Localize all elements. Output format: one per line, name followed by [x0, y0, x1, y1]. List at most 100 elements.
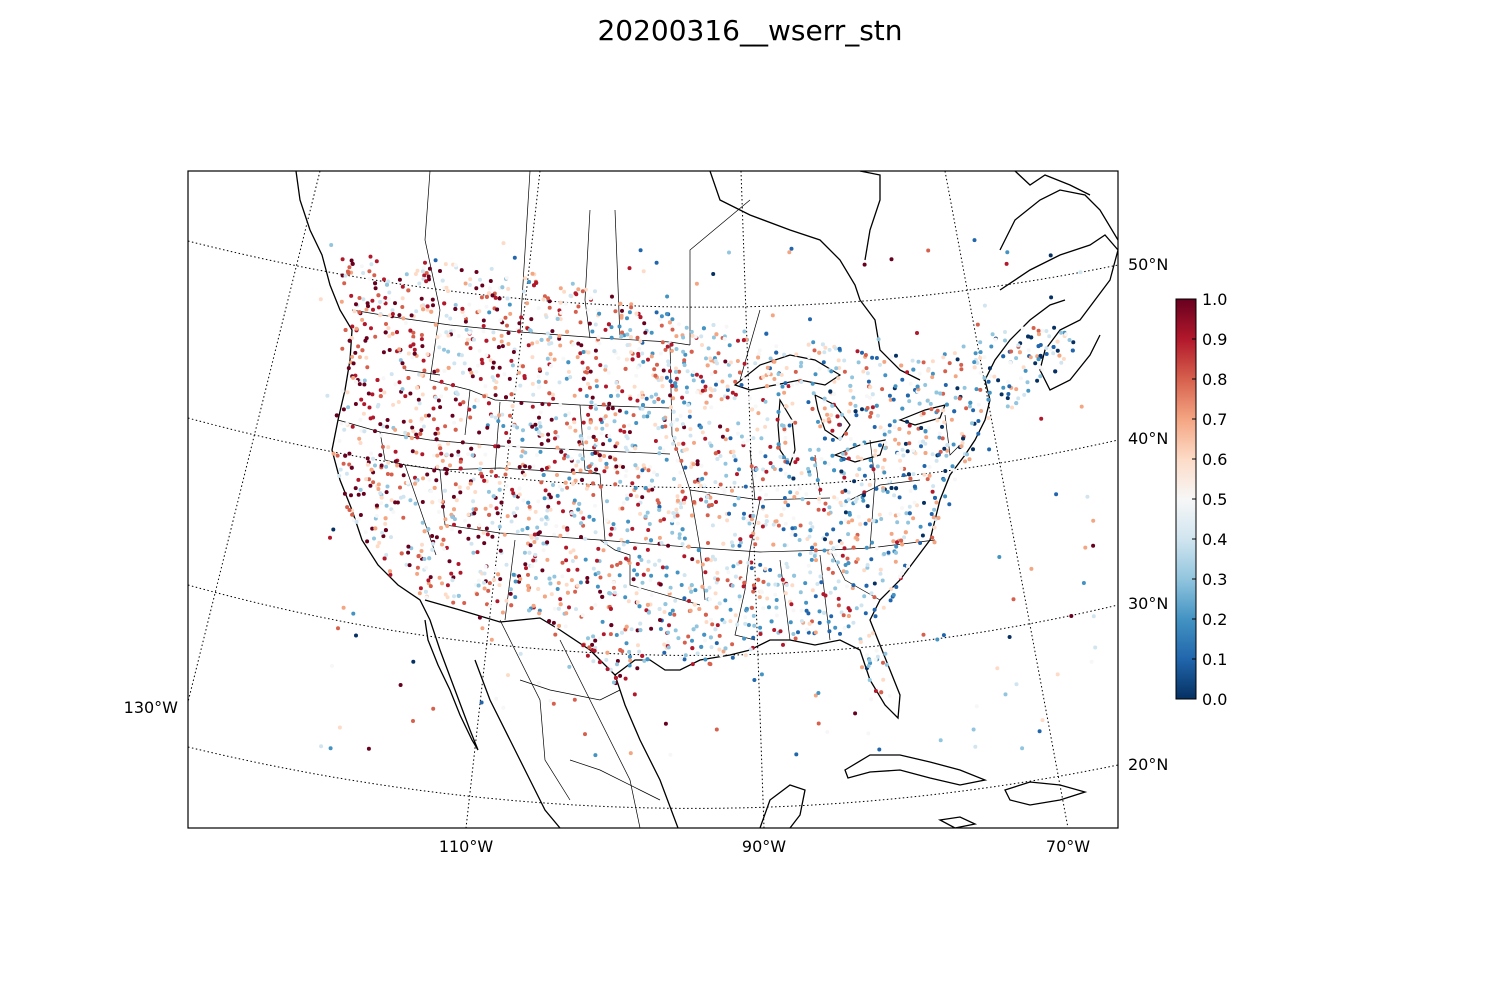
station-point [850, 586, 855, 591]
station-point [357, 382, 362, 387]
station-point [853, 403, 858, 408]
station-point [350, 512, 355, 517]
station-point [724, 324, 729, 329]
station-point [536, 681, 541, 685]
station-point [741, 338, 746, 343]
station-point [354, 633, 358, 638]
station-point [646, 559, 651, 564]
station-point [772, 628, 777, 632]
station-point [452, 361, 457, 366]
station-point [715, 570, 720, 575]
station-point [941, 408, 946, 413]
station-point [346, 366, 351, 371]
station-point [427, 277, 431, 282]
station-point [821, 418, 826, 423]
station-point [517, 492, 522, 497]
station-point [360, 317, 365, 322]
station-point [633, 486, 638, 490]
station-point [474, 369, 479, 374]
station-point [387, 290, 392, 295]
station-point [557, 334, 562, 338]
station-point [538, 424, 543, 429]
station-point [568, 375, 573, 380]
station-point [713, 370, 718, 374]
station-point [885, 490, 890, 494]
station-point [757, 496, 762, 501]
station-point [683, 352, 688, 357]
station-point [623, 595, 628, 600]
station-point [705, 513, 710, 518]
station-point [704, 356, 708, 361]
station-point [640, 390, 645, 395]
station-point [732, 480, 737, 485]
station-point [659, 351, 663, 356]
station-point [862, 594, 867, 599]
station-point [1028, 355, 1033, 360]
station-point [704, 499, 709, 504]
station-point [484, 304, 489, 309]
station-point [1014, 356, 1019, 361]
station-point [402, 365, 407, 370]
station-point [790, 401, 795, 406]
station-point [590, 642, 595, 647]
station-point [593, 403, 598, 408]
station-point [625, 316, 629, 321]
station-point [390, 312, 395, 316]
station-point [943, 369, 948, 374]
station-point [650, 478, 654, 483]
station-point [836, 376, 841, 381]
station-point [725, 428, 730, 432]
station-point [564, 611, 569, 616]
station-point [1037, 332, 1041, 337]
lon-label-90w: 90°W [742, 837, 786, 856]
station-point [381, 350, 386, 355]
station-point [730, 390, 735, 395]
station-point [810, 588, 815, 593]
station-point [462, 314, 467, 318]
station-point [1022, 392, 1027, 397]
station-point [421, 358, 426, 363]
station-point [508, 413, 512, 418]
station-point [368, 483, 373, 488]
station-point [783, 521, 788, 526]
station-point [690, 333, 695, 338]
station-point [444, 285, 449, 290]
station-point [568, 293, 573, 298]
station-point [776, 442, 781, 447]
station-point [581, 420, 586, 425]
station-point [1023, 368, 1028, 373]
station-point [511, 491, 516, 496]
station-point [517, 465, 522, 469]
station-point [487, 581, 492, 586]
station-point [989, 344, 994, 349]
station-point [563, 480, 568, 485]
station-point [944, 402, 949, 407]
station-point [487, 604, 492, 609]
station-point [666, 640, 671, 645]
station-point [353, 486, 358, 491]
station-point [813, 542, 818, 547]
station-point [658, 317, 662, 322]
station-point [653, 373, 658, 378]
station-point [737, 594, 742, 599]
station-point [1036, 328, 1041, 333]
station-point [782, 543, 787, 548]
station-point [607, 438, 612, 443]
station-point [860, 350, 864, 355]
station-point [359, 264, 364, 269]
station-point [456, 334, 461, 338]
station-point [470, 374, 475, 379]
station-point [736, 496, 741, 501]
station-point [389, 372, 394, 377]
station-point [596, 570, 601, 575]
station-point [686, 544, 691, 549]
station-point [690, 513, 694, 518]
station-point [665, 294, 670, 299]
station-point [530, 424, 535, 429]
station-point [396, 400, 401, 404]
station-point [588, 296, 593, 301]
colorbar-tick-label: 0.2 [1202, 610, 1227, 629]
station-point [613, 675, 618, 680]
station-point [819, 457, 824, 461]
station-point [655, 472, 660, 477]
